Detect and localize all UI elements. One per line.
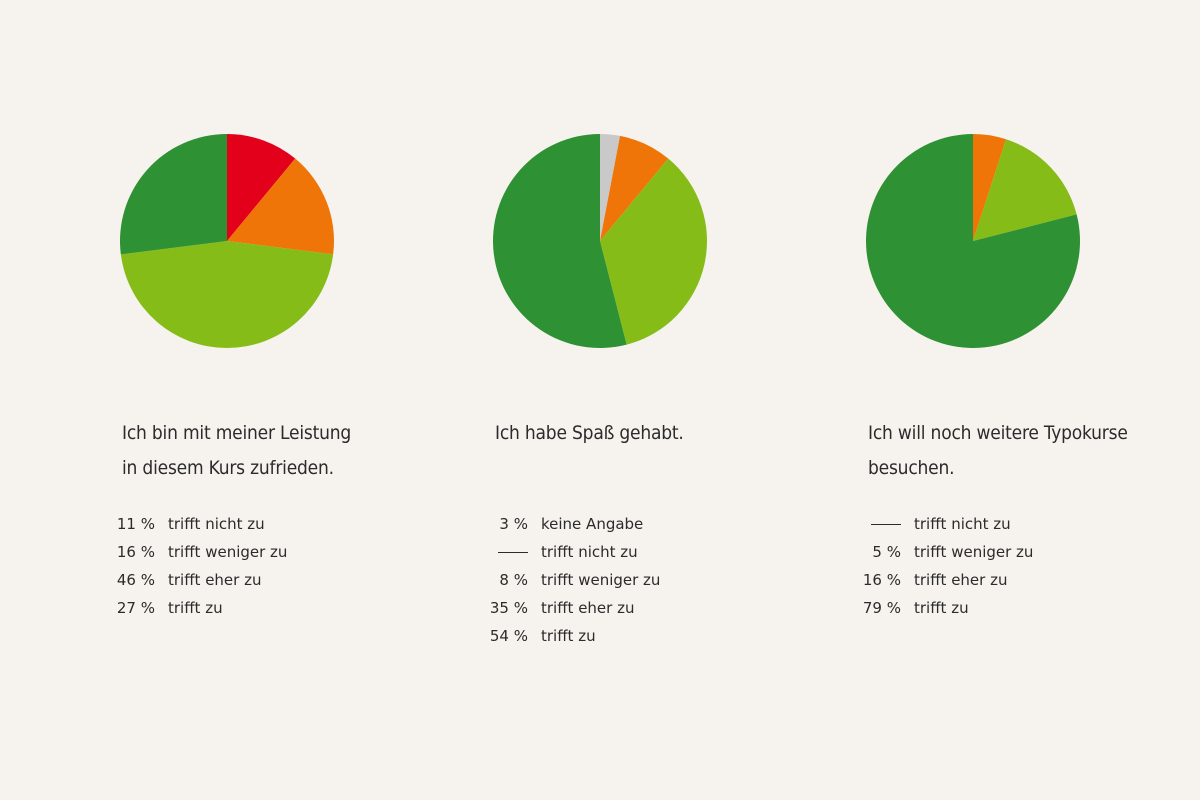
legend-value: 27 % — [116, 599, 155, 617]
legend-item: 35 % trifft eher zu — [489, 597, 793, 625]
legend-label: trifft zu — [914, 599, 969, 617]
pie-slice-trifft-zu — [120, 134, 227, 255]
legend-value: 16 % — [116, 543, 155, 561]
pie-slice-trifft-eher-zu — [600, 158, 707, 345]
legend-3: trifft nicht zu 5 % trifft weniger zu 16 % t… — [862, 513, 1166, 625]
legend-item: 11 % trifft nicht zu — [116, 513, 420, 541]
chart-panel-3: Ich will noch weitere Typokurse besuchen… — [862, 0, 1168, 800]
legend-item: 3 % keine Angabe — [493, 513, 793, 541]
pie-slice-trifft-zu — [493, 134, 627, 348]
chart-title-1-line-1: Ich bin mit meiner Leistung — [122, 422, 352, 444]
legend-value: 3 % — [499, 515, 528, 533]
pie-slice-trifft-weniger-zu — [600, 135, 669, 241]
legend-value: 46 % — [116, 571, 155, 589]
legend-2: 3 % keine Angabe trifft nicht zu 8 % trifft … — [489, 513, 793, 653]
pie-slice-trifft-eher-zu — [973, 139, 1077, 241]
legend-label: trifft weniger zu — [168, 543, 288, 561]
legend-label: trifft eher zu — [914, 571, 1008, 589]
legend-item: trifft nicht zu — [866, 513, 1166, 541]
legend-label: trifft zu — [168, 599, 223, 617]
pie-chart-1 — [120, 134, 334, 348]
legend-value: 35 % — [489, 599, 528, 617]
pie-chart-2 — [493, 134, 707, 348]
legend-item: 27 % trifft zu — [116, 597, 420, 625]
legend-1: 11 % trifft nicht zu 16 % trifft weniger zu… — [116, 513, 420, 625]
legend-item: 54 % trifft zu — [489, 625, 793, 653]
legend-label: trifft weniger zu — [914, 543, 1034, 561]
legend-value: 54 % — [489, 627, 528, 645]
chart-title-3: Ich will noch weitere Typokurse besuchen… — [868, 416, 1168, 486]
legend-value: 79 % — [862, 599, 901, 617]
legend-label: trifft zu — [541, 627, 596, 645]
legend-value: 11 % — [116, 515, 155, 533]
legend-item: 79 % trifft zu — [862, 597, 1166, 625]
pie-slice-trifft-eher-zu — [120, 241, 334, 348]
legend-item: 5 % trifft weniger zu — [866, 541, 1166, 569]
pie-slice-trifft-zu — [866, 134, 1080, 348]
legend-dash — [871, 524, 901, 525]
legend-label: trifft nicht zu — [541, 543, 638, 561]
legend-label: trifft weniger zu — [541, 571, 661, 589]
legend-label: trifft eher zu — [168, 571, 262, 589]
chart-title-3-line-1: Ich will noch weitere Typokurse — [868, 422, 1128, 444]
legend-item: 46 % trifft eher zu — [116, 569, 420, 597]
legend-label: trifft nicht zu — [168, 515, 265, 533]
legend-dash — [498, 552, 528, 553]
legend-label: trifft nicht zu — [914, 515, 1011, 533]
chart-title-2-line-1: Ich habe Spaß gehabt. — [495, 422, 684, 444]
chart-title-2: Ich habe Spaß gehabt. — [495, 416, 795, 451]
legend-item: trifft nicht zu — [493, 541, 793, 569]
legend-label: trifft eher zu — [541, 599, 635, 617]
pie-slice-trifft-nicht-zu — [227, 134, 296, 241]
pie-slice-trifft-weniger-zu — [227, 158, 334, 255]
pie-chart-3 — [866, 134, 1080, 348]
pie-slice-keine-angabe — [600, 134, 621, 241]
legend-value: 8 % — [499, 571, 528, 589]
chart-title-3-line-2: besuchen. — [868, 457, 955, 479]
legend-value: 16 % — [862, 571, 901, 589]
chart-title-1: Ich bin mit meiner Leistung in diesem Ku… — [122, 416, 422, 486]
pie-slice-trifft-weniger-zu — [973, 134, 1007, 241]
chart-title-1-line-2: in diesem Kurs zufrieden. — [122, 457, 334, 479]
legend-value: 5 % — [872, 543, 901, 561]
legend-item: 16 % trifft eher zu — [862, 569, 1166, 597]
legend-item: 8 % trifft weniger zu — [493, 569, 793, 597]
legend-label: keine Angabe — [541, 515, 644, 533]
legend-item: 16 % trifft weniger zu — [116, 541, 420, 569]
chart-panel-2: Ich habe Spaß gehabt. 3 % keine Angabe tri… — [489, 0, 795, 800]
chart-panel-1: Ich bin mit meiner Leistung in diesem Ku… — [116, 0, 422, 800]
